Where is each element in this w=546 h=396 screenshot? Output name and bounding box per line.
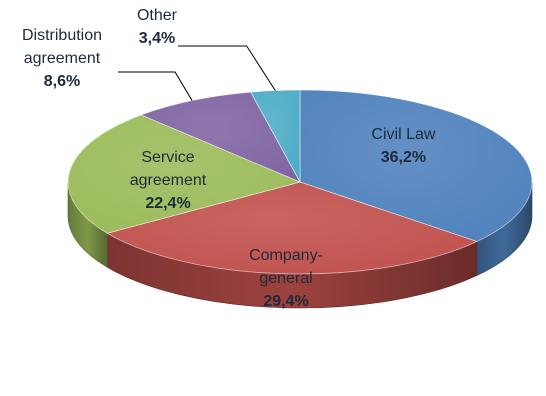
civil-law-value: 36,2% — [381, 149, 426, 166]
company-general-label-line: Company- — [249, 247, 323, 264]
leader-line-distribution-agreement — [118, 71, 193, 101]
civil-law-label-line: Civil Law — [371, 126, 435, 143]
service-agreement-value: 22,4% — [145, 195, 190, 212]
leader-lines — [118, 45, 276, 101]
distribution-agreement-value: 8,6% — [44, 73, 80, 90]
company-general-label: Company-general 29,4% — [249, 247, 323, 310]
company-general-value: 29,4% — [263, 293, 308, 310]
pie-slices — [67, 89, 533, 275]
service-agreement-label-line: Service — [141, 149, 194, 166]
slice-labels: Civil Law 36,2% Company-general 29,4% Servic… — [22, 7, 436, 310]
other-label: Other 3,4% — [137, 7, 178, 47]
service-agreement-label: Service agreement 22,4% — [130, 149, 207, 212]
other-label-line: Other — [137, 7, 178, 24]
distribution-agreement-label: Distribution agreement 8,6% — [22, 27, 102, 90]
leader-line-other — [178, 45, 276, 91]
service-agreement-label-line: agreement — [130, 172, 207, 189]
slice-company-general — [106, 181, 478, 275]
slice-civil-law — [299, 89, 533, 242]
company-general-label-line: general — [259, 270, 312, 287]
distribution-agreement-label-line: Distribution — [22, 27, 102, 44]
distribution-agreement-label-line: agreement — [24, 50, 101, 67]
civil-law-label: Civil Law 36,2% — [371, 126, 435, 166]
other-value: 3,4% — [139, 30, 175, 47]
slice-service-agreement — [67, 114, 302, 234]
